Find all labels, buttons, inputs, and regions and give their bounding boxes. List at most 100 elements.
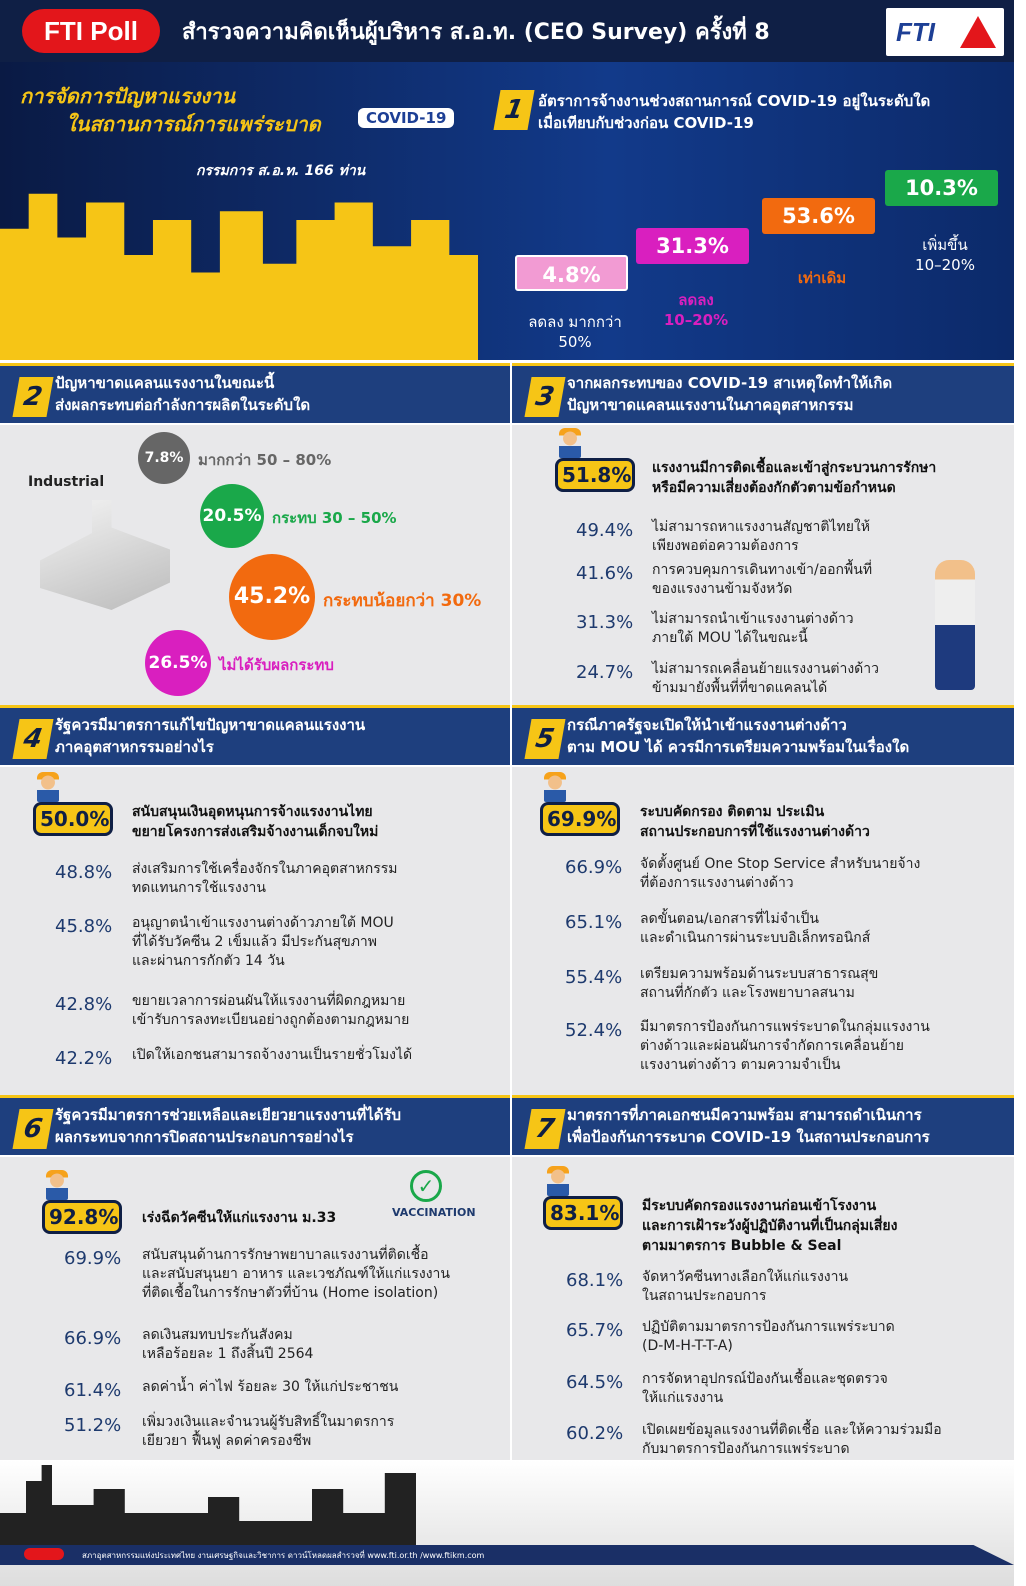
- q1-bar-label: ลดลง 10–20%: [663, 291, 729, 329]
- footer-bar: [0, 1545, 1014, 1565]
- fti-logo: FTI: [886, 8, 1004, 56]
- q7-title: มาตรการที่ภาคเอกชนมีความพร้อม สามารถดำเน…: [567, 1106, 930, 1146]
- respondents-count: กรรมการ ส.อ.ท. 166 ท่าน: [196, 163, 366, 179]
- q1-bar-label: ลดลง มากกว่า 50%: [528, 313, 622, 351]
- q6-item-text: ลดค่าน้ำ ค่าไฟ ร้อยละ 30 ให้แก่ประชาชน: [142, 1379, 399, 1395]
- q6-item-value: 51.2%: [64, 1415, 122, 1436]
- q5-item-value: 52.4%: [565, 1020, 623, 1041]
- q1-bar-label: เพิ่มขึ้น 10–20%: [915, 236, 975, 274]
- q2-circle: 45.2%: [229, 554, 315, 640]
- q3-top-value: 51.8%: [555, 458, 635, 492]
- q5-item-value: 66.9%: [565, 857, 623, 878]
- q5-top-value: 69.9%: [540, 802, 620, 836]
- q3-item-text: ไม่สามารถนำเข้าแรงงานต่างด้าว ภายใต้ MOU…: [652, 611, 854, 646]
- q1-bar: 53.6%: [762, 198, 875, 234]
- q7-item-text: เปิดเผยข้อมูลแรงงานที่ติดเชื้อ และให้ควา…: [642, 1422, 942, 1457]
- q4-item-text: อนุญาตนำเข้าแรงงานต่างด้าวภายใต้ MOU ที่…: [132, 915, 394, 969]
- q6-title: รัฐควรมีมาตรการช่วยเหลือและเยียวยาแรงงาน…: [55, 1106, 402, 1146]
- hero-title-line1: การจัดการปัญหาแรงงาน: [20, 84, 236, 108]
- worker-icon: [46, 1170, 68, 1200]
- section-header-q6: [0, 1095, 510, 1155]
- q4-item-text: ขยายเวลาการผ่อนผันให้แรงงานที่ผิดกฎหมาย …: [132, 993, 410, 1028]
- q4-number: 4: [12, 719, 54, 759]
- q6-top-text: เร่งฉีดวัคซีนให้แก่แรงงาน ม.33: [142, 1210, 337, 1226]
- section-header-q3: [512, 363, 1014, 423]
- fti-footer-logo: [24, 1548, 64, 1560]
- q4-item-value: 45.8%: [55, 916, 113, 937]
- q7-item-value: 68.1%: [566, 1270, 624, 1291]
- q3-item-value: 24.7%: [576, 662, 634, 683]
- worker-icon: [544, 772, 566, 802]
- q6-top-value: 92.8%: [42, 1200, 122, 1234]
- fti-poll-badge: FTI Poll: [22, 9, 160, 53]
- vaccination-check-icon: ✓: [410, 1170, 442, 1202]
- section-header-q7: [512, 1095, 1014, 1155]
- q1-bar: 10.3%: [885, 170, 998, 206]
- logo-triangle-icon: [960, 16, 996, 48]
- q5-item-text: ลดขั้นตอน/เอกสารที่ไม่จำเป็น และดำเนินกา…: [640, 911, 871, 946]
- q7-item-text: การจัดหาอุปกรณ์ป้องกันเชื้อและชุดตรวจ ให…: [642, 1371, 888, 1406]
- q6-number: 6: [12, 1109, 54, 1149]
- q7-item-text: จัดหาวัคซีนทางเลือกให้แก่แรงงาน ในสถานปร…: [642, 1269, 849, 1304]
- q7-top-text: มีระบบคัดกรองแรงงานก่อนเข้าโรงงาน และการ…: [642, 1198, 898, 1254]
- q4-item-value: 42.2%: [55, 1048, 113, 1069]
- q6-item-value: 69.9%: [64, 1248, 122, 1269]
- q4-item-text: ส่งเสริมการใช้เครื่องจักรในภาคอุตสาหกรรม…: [132, 861, 398, 896]
- q5-item-value: 55.4%: [565, 967, 623, 988]
- section-header-q5: [512, 705, 1014, 765]
- q2-title: ปัญหาขาดแคลนแรงงานในขณะนี้ ส่งผลกระทบต่อ…: [55, 374, 311, 414]
- q1-bar: 31.3%: [636, 228, 749, 264]
- q2-circle: 20.5%: [200, 484, 264, 548]
- q7-top-value: 83.1%: [543, 1196, 623, 1230]
- q5-item-value: 65.1%: [565, 912, 623, 933]
- logo-text: FTI: [896, 17, 935, 47]
- hero-title-line2: ในสถานการณ์การแพร่ระบาด: [66, 112, 321, 136]
- vaccination-label: VACCINATION: [392, 1206, 476, 1219]
- q3-item-text: ไม่สามารถหาแรงงานสัญชาติไทยให้ เพียงพอต่…: [652, 519, 870, 554]
- header: [0, 0, 1014, 62]
- q5-item-text: เตรียมความพร้อมด้านระบบสาธารณสุข สถานที่…: [640, 966, 879, 1001]
- q6-item-value: 61.4%: [64, 1380, 122, 1401]
- q5-item-text: จัดตั้งศูนย์ One Stop Service สำหรับนายจ…: [640, 856, 921, 891]
- q5-title: กรณีภาครัฐจะเปิดให้นำเข้าแรงงานต่างด้าว …: [567, 716, 910, 756]
- q3-item-text: ไม่สามารถเคลื่อนย้ายแรงงานต่างด้าว ข้ามม…: [652, 661, 879, 696]
- megaphone-person-illustration: [935, 560, 975, 690]
- worker-icon: [559, 428, 581, 458]
- q7-item-value: 60.2%: [566, 1423, 624, 1444]
- q3-item-value: 31.3%: [576, 612, 634, 633]
- q6-item-value: 66.9%: [64, 1328, 122, 1349]
- q4-title: รัฐควรมีมาตรการแก้ไขปัญหาขาดแคลนแรงงาน ภ…: [55, 716, 366, 756]
- q3-top-text: แรงงานมีการติดเชื้อและเข้าสู่กระบวนการรั…: [652, 460, 937, 496]
- q1-bar-label: เท่าเดิม: [797, 269, 847, 287]
- section-header-q2: [0, 363, 510, 423]
- worker-icon: [37, 772, 59, 802]
- q4-item-text: เปิดให้เอกชนสามารถจ้างงานเป็นรายชั่วโมงไ…: [132, 1047, 413, 1063]
- q6-item-text: สนับสนุนด้านการรักษาพยาบาลแรงงานที่ติดเช…: [142, 1247, 450, 1301]
- q6-item-text: ลดเงินสมทบประกันสังคม เหลือร้อยละ 1 ถึงส…: [142, 1327, 314, 1362]
- q7-item-value: 65.7%: [566, 1320, 624, 1341]
- q3-item-text: การควบคุมการเดินทางเข้า/ออกพื้นที่ ของแร…: [652, 562, 873, 597]
- q3-item-value: 49.4%: [576, 520, 634, 541]
- page-title: สำรวจความคิดเห็นผู้บริหาร ส.อ.ท. (CEO Su…: [182, 20, 770, 45]
- covid-badge: COVID-19: [358, 108, 455, 128]
- q4-item-value: 42.8%: [55, 994, 113, 1015]
- footer-text: สภาอุตสาหกรรมแห่งประเทศไทย งานเศรษฐกิจแล…: [82, 1551, 485, 1560]
- q5-top-text: ระบบคัดกรอง ติดตาม ประเมิน สถานประกอบการ…: [640, 804, 870, 840]
- q2-label: ไม่ได้รับผลกระทบ: [219, 656, 334, 674]
- section-header-q4: [0, 705, 510, 765]
- q4-item-value: 48.8%: [55, 862, 113, 883]
- q5-item-text: มีมาตรการป้องกันการแพร่ระบาดในกลุ่มแรงงา…: [640, 1019, 930, 1073]
- q2-label: มากกว่า 50 – 80%: [198, 451, 332, 469]
- q6-item-text: เพิ่มวงเงินและจำนวนผู้รับสิทธิ์ในมาตรการ…: [142, 1414, 395, 1449]
- q3-number: 3: [524, 377, 566, 417]
- worker-icon: [547, 1166, 569, 1196]
- q7-item-text: ปฏิบัติตามมาตรการป้องกันการแพร่ระบาด (D-…: [642, 1319, 895, 1354]
- q1-bar: 4.8%: [515, 255, 628, 291]
- q3-item-value: 41.6%: [576, 563, 634, 584]
- q1-title: อัตราการจ้างงานช่วงสถานการณ์ COVID-19 อย…: [538, 92, 931, 132]
- q1-number: 1: [493, 90, 535, 130]
- q5-number: 5: [524, 719, 566, 759]
- industrial-label: Industrial: [28, 474, 105, 490]
- q2-label: กระทบน้อยกว่า 30%: [323, 591, 482, 611]
- q2-circle: 26.5%: [145, 630, 211, 696]
